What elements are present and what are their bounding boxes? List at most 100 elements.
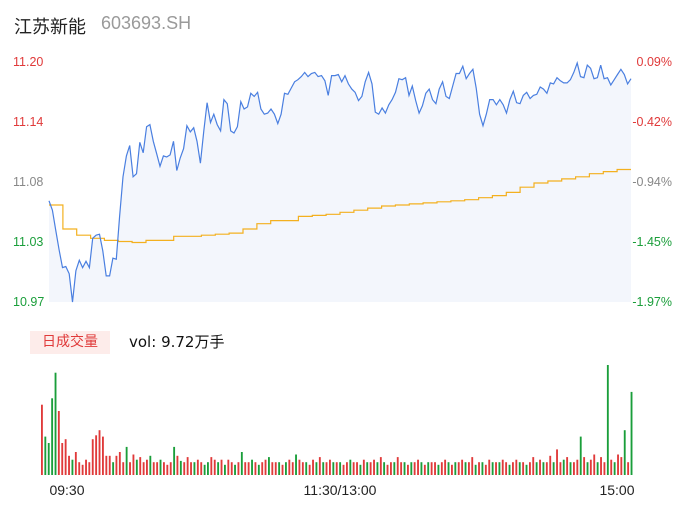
volume-bar	[471, 457, 474, 475]
volume-bar	[369, 462, 372, 475]
volume-bar	[163, 462, 165, 475]
volume-bar	[146, 459, 148, 475]
volume-bar	[417, 459, 419, 475]
volume-bar	[484, 464, 487, 475]
volume-bar	[596, 462, 599, 475]
volume-bar	[481, 462, 484, 475]
volume-bar	[468, 462, 470, 475]
volume-bar	[312, 459, 314, 475]
volume-bar	[329, 459, 331, 475]
volume-bar	[257, 464, 260, 475]
volume-bar	[301, 462, 304, 475]
volume-bar	[230, 462, 233, 475]
x-tick: 11:30/13:00	[304, 482, 377, 498]
volume-bar	[373, 459, 375, 475]
y-left-tick: 11.03	[13, 235, 43, 249]
volume-bar	[112, 462, 115, 475]
volume-bar	[613, 462, 616, 475]
volume-bar	[396, 457, 399, 475]
y-right-tick: 0.09%	[637, 55, 672, 69]
volume-bar	[254, 462, 257, 475]
y-left-tick: 11.14	[13, 115, 43, 129]
volume-bar	[271, 462, 274, 475]
volume-bar	[264, 459, 267, 475]
volume-bar	[386, 464, 389, 475]
volume-bar	[247, 462, 250, 475]
volume-bar	[532, 457, 535, 475]
volume-bar	[213, 459, 216, 475]
volume-bar	[95, 435, 98, 475]
stock-code: 603693.SH	[101, 13, 192, 33]
volume-bar	[573, 462, 575, 475]
volume-bar	[298, 459, 301, 475]
volume-bar	[491, 462, 494, 475]
volume-bar	[166, 464, 169, 475]
volume-bar	[427, 462, 430, 475]
volume-bar	[268, 457, 270, 475]
volume-bar	[200, 462, 203, 475]
avg-price-line	[49, 168, 631, 244]
volume-bar	[322, 462, 325, 475]
volume-bar	[383, 462, 386, 475]
volume-bar	[440, 462, 443, 475]
volume-bar	[529, 462, 531, 475]
volume-bar	[356, 462, 358, 475]
volume-bar	[78, 462, 81, 475]
volume-bar	[47, 443, 50, 475]
volume-label: vol:	[129, 333, 157, 351]
volume-bar	[403, 462, 406, 475]
volume-bar	[552, 462, 555, 475]
volume-bar	[129, 462, 131, 475]
y-left-tick: 10.97	[13, 295, 44, 309]
volume-bar	[207, 462, 209, 475]
volume-bar	[549, 455, 552, 475]
volume-bar	[183, 462, 186, 475]
volume-bar	[525, 464, 528, 475]
volume-bar	[376, 462, 379, 475]
volume-bar	[274, 462, 277, 475]
volume-bar	[220, 459, 223, 475]
volume-bar	[305, 462, 308, 475]
volume-bar	[566, 457, 569, 475]
volume-bar	[366, 462, 369, 475]
volume-bar	[407, 464, 409, 475]
volume-readout: vol: 9.72万手	[129, 331, 224, 354]
y-right-tick: -0.42%	[632, 115, 672, 129]
volume-bar	[135, 459, 138, 475]
volume-bar	[132, 454, 135, 475]
volume-bar	[539, 459, 541, 475]
volume-bar	[88, 462, 91, 475]
volume-bar	[603, 462, 606, 475]
volume-bar	[474, 464, 477, 475]
volume-bar	[423, 464, 426, 475]
volume-bar	[240, 452, 243, 475]
y-right-tick: -0.94%	[632, 175, 672, 189]
volume-bar	[498, 462, 501, 475]
volume-bar	[461, 459, 464, 475]
volume-bar	[142, 462, 145, 475]
price-line	[48, 60, 632, 303]
volume-bar	[98, 430, 101, 475]
stock-name: 江苏新能	[14, 17, 86, 38]
volume-bar	[434, 462, 436, 475]
volume-bar	[576, 459, 579, 475]
volume-bar	[447, 462, 450, 475]
volume-bar	[125, 446, 128, 475]
volume-bar	[586, 462, 589, 475]
volume-bar	[352, 462, 355, 475]
volume-bar	[430, 462, 433, 475]
volume-bar	[105, 455, 108, 475]
volume-bar	[390, 462, 392, 475]
volume-bar	[193, 462, 196, 475]
volume-bar	[410, 462, 413, 475]
volume-bar	[122, 462, 125, 475]
volume-bar	[169, 462, 172, 475]
daily-volume-badge[interactable]: 日成交量	[30, 331, 110, 354]
volume-bar	[400, 462, 403, 475]
volume-bar	[291, 462, 294, 475]
volume-bar	[115, 455, 118, 475]
volume-bar	[217, 462, 220, 475]
volume-bar	[620, 457, 623, 475]
volume-bar	[173, 446, 176, 475]
